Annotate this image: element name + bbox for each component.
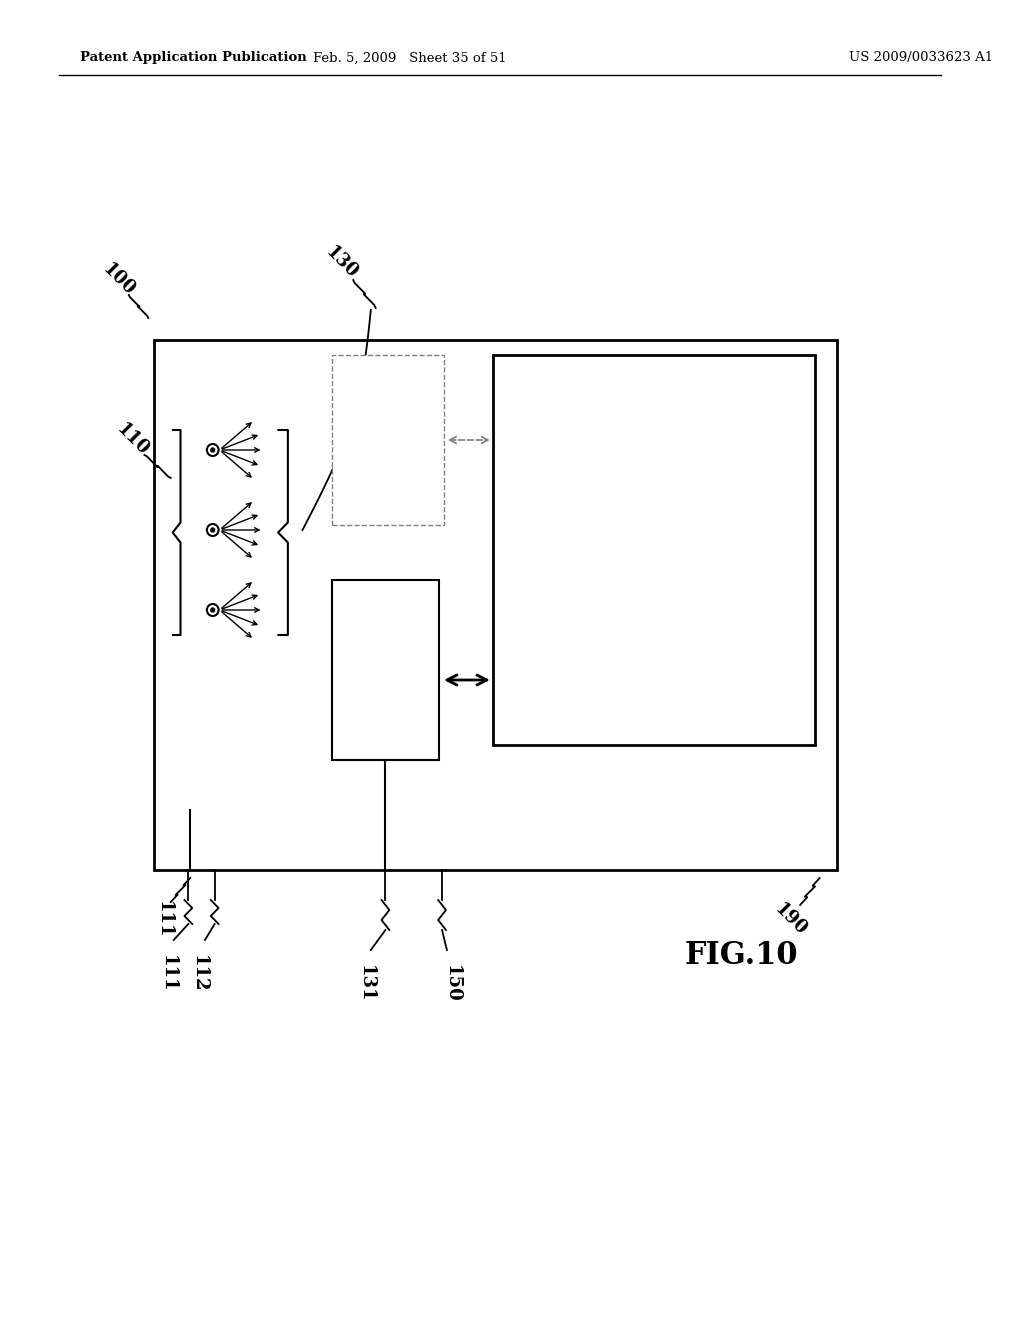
- Bar: [332, 355, 444, 525]
- Text: 111: 111: [159, 954, 177, 993]
- Text: FIG.10: FIG.10: [685, 940, 799, 970]
- Bar: [493, 355, 815, 744]
- Text: 110: 110: [113, 420, 153, 459]
- Text: 100: 100: [99, 260, 139, 300]
- Circle shape: [211, 609, 215, 612]
- Text: 111: 111: [155, 902, 173, 939]
- Text: 150: 150: [442, 965, 461, 1003]
- Text: Feb. 5, 2009   Sheet 35 of 51: Feb. 5, 2009 Sheet 35 of 51: [313, 51, 507, 65]
- Text: Patent Application Publication: Patent Application Publication: [80, 51, 307, 65]
- Bar: [332, 579, 439, 760]
- Text: 190: 190: [771, 900, 810, 940]
- Text: 130: 130: [322, 243, 361, 282]
- Circle shape: [211, 447, 215, 451]
- Text: 131: 131: [357, 965, 375, 1002]
- Text: US 2009/0033623 A1: US 2009/0033623 A1: [849, 51, 993, 65]
- Text: 112: 112: [190, 954, 208, 993]
- Circle shape: [211, 528, 215, 532]
- Bar: [155, 341, 838, 870]
